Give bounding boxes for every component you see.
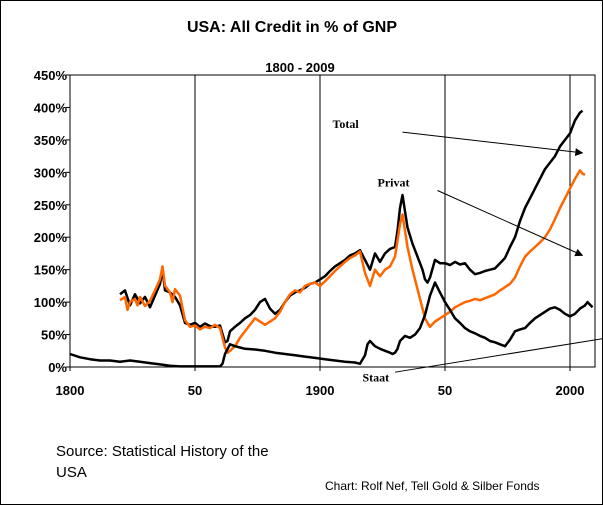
x-tick-label: 1900 <box>306 383 335 398</box>
y-tick-label: 0% <box>48 360 67 375</box>
chart-credit: Chart: Rolf Nef, Tell Gold & Silber Fond… <box>325 479 540 493</box>
annotation-arrow-staat <box>394 338 603 373</box>
annotation-arrow-privat <box>437 190 584 257</box>
x-tick-label: 2000 <box>556 383 585 398</box>
y-tick-label: 350% <box>34 133 68 148</box>
annotation-arrow-total <box>402 131 584 157</box>
y-tick-label: 250% <box>34 198 68 213</box>
y-tick-label: 200% <box>34 230 68 245</box>
y-tick-label: 400% <box>34 100 68 115</box>
chart-title: USA: All Credit in % of GNP <box>187 19 397 36</box>
source-note: Source: Statistical History of the USA <box>56 443 269 481</box>
y-tick-label: 100% <box>34 295 68 310</box>
series-line-total <box>119 109 584 344</box>
annotation-label-total: Total <box>333 117 360 131</box>
series-lines <box>69 109 594 368</box>
y-tick-label: 150% <box>34 263 68 278</box>
chart-subtitle: 1800 - 2009 <box>265 60 334 75</box>
x-tick-label: 50 <box>438 383 452 398</box>
grid <box>194 75 571 367</box>
y-tick-label: 50% <box>41 328 67 343</box>
series-line-staat <box>69 281 594 368</box>
annotations: Total Privat Staat <box>333 117 603 384</box>
axes: 1800 50 1900 50 2000 0% 50% 100% 150% 200% 250% 300… <box>34 68 596 398</box>
x-tick-label: 1800 <box>56 383 85 398</box>
series-line-privat <box>119 169 586 354</box>
y-tick-label: 450% <box>34 68 68 83</box>
x-tick-label: 50 <box>188 383 202 398</box>
annotation-label-privat: Privat <box>378 176 410 190</box>
plot-area <box>69 74 596 368</box>
y-tick-label: 300% <box>34 165 68 180</box>
annotation-label-staat: Staat <box>363 370 390 384</box>
